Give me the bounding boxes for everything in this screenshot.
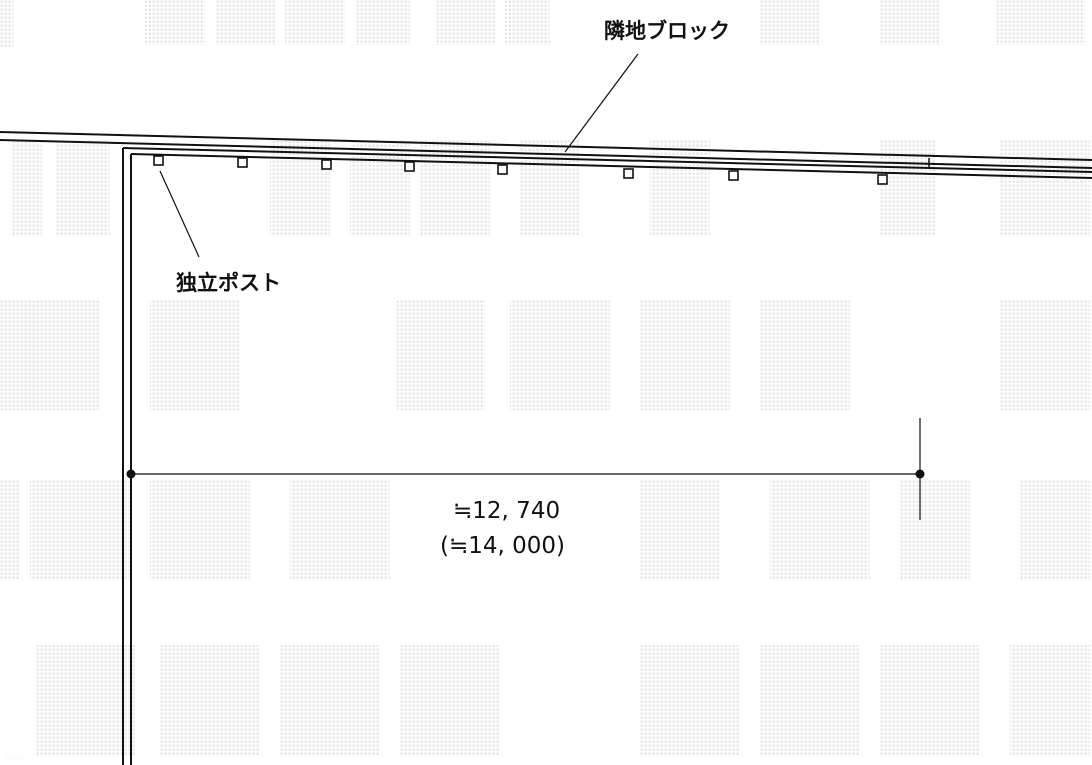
property-top-inner-line [130, 153, 1092, 179]
width-dimension: ≒12, 740 (≒14, 000) [126, 418, 925, 559]
post-marker [728, 170, 739, 181]
post-marker [877, 174, 888, 185]
post-marker [153, 155, 164, 166]
neighbor-block-wall [0, 131, 1092, 169]
neighbor-block-inner-line [0, 139, 1092, 169]
dimension-secondary-value: (≒14, 000) [440, 533, 565, 559]
neighbor-block-outer-line [0, 131, 1092, 161]
dimension-endpoint-left [126, 469, 136, 479]
independent-post-leader-line [159, 170, 200, 258]
property-left-boundary [122, 148, 132, 765]
independent-post-label: 独立ポスト [176, 271, 281, 295]
neighbor-block-leader-line [564, 53, 639, 153]
property-top-boundary [122, 147, 1092, 179]
property-top-outer-line [122, 147, 1092, 173]
neighbor-block-label: 隣地ブロック [604, 19, 730, 43]
dimension-endpoint-right [915, 469, 925, 479]
dimension-primary-value: ≒12, 740 [453, 498, 560, 524]
post-marker [497, 164, 508, 175]
post-marker [623, 168, 634, 179]
independent-posts [153, 155, 888, 185]
post-marker [237, 157, 248, 168]
watermark-text: 転載禁止 [4, 754, 28, 762]
post-marker [321, 159, 332, 170]
post-marker [404, 161, 415, 172]
